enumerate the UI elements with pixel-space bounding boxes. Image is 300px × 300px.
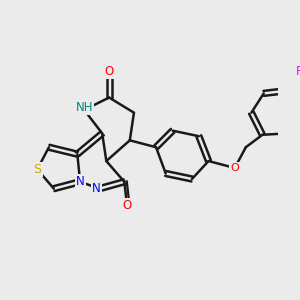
Text: NH: NH — [76, 101, 93, 114]
Text: O: O — [104, 65, 114, 78]
Text: N: N — [76, 175, 85, 188]
Text: F: F — [296, 65, 300, 78]
Text: O: O — [230, 163, 239, 173]
Text: O: O — [122, 199, 132, 212]
Text: N: N — [92, 182, 101, 195]
Text: S: S — [33, 163, 41, 176]
